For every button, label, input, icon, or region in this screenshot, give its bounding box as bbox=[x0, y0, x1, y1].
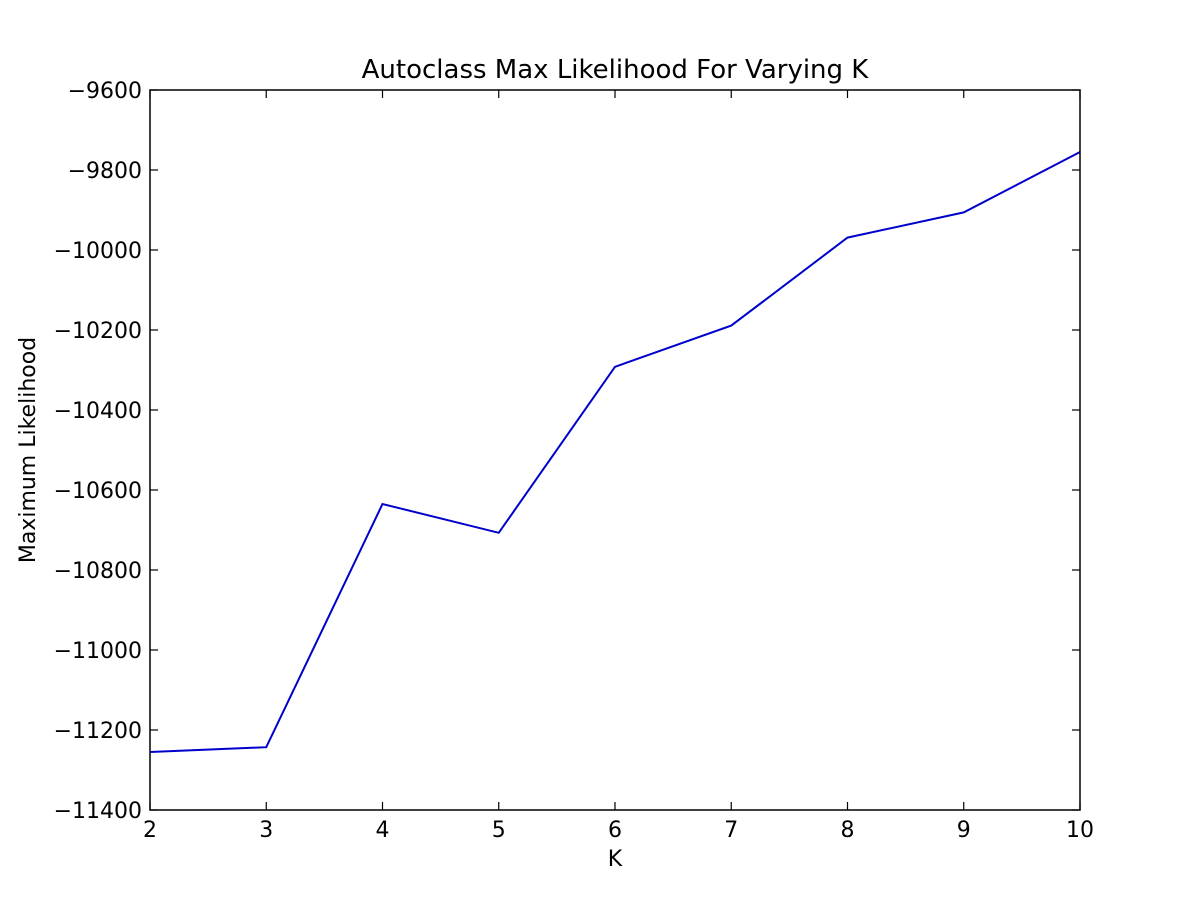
ticks-layer: 2 3 4 5 6 7 8 9 10 −11400 −11200 −11000 −10800 −10600… bbox=[54, 79, 1094, 843]
x-tick-label: 5 bbox=[492, 818, 506, 843]
series-layer bbox=[149, 151, 1081, 753]
y-tick-label: −9600 bbox=[68, 79, 142, 104]
plot-frame bbox=[149, 89, 1081, 811]
chart-title: Autoclass Max Likelihood For Varying K bbox=[362, 55, 870, 85]
y-tick-label: −10800 bbox=[54, 559, 142, 584]
x-axis-label: K bbox=[608, 847, 623, 872]
x-tick-label: 8 bbox=[841, 818, 855, 843]
y-tick-label: −11000 bbox=[54, 639, 142, 664]
x-tick-label: 10 bbox=[1066, 818, 1094, 843]
x-tick-label: 4 bbox=[376, 818, 390, 843]
x-tick-label: 7 bbox=[724, 818, 738, 843]
y-tick-label: −10200 bbox=[54, 319, 142, 344]
y-tick-label: −11200 bbox=[54, 719, 142, 744]
y-tick-label: −10000 bbox=[54, 239, 142, 264]
y-tick-label: −11400 bbox=[54, 799, 142, 824]
series-line-0 bbox=[149, 151, 1081, 753]
x-tick-label: 9 bbox=[957, 818, 971, 843]
x-tick-label: 3 bbox=[259, 818, 273, 843]
y-tick-label: −10600 bbox=[54, 479, 142, 504]
y-tick-label: −9800 bbox=[68, 159, 142, 184]
x-tick-label: 6 bbox=[608, 818, 622, 843]
y-tick-label: −10400 bbox=[54, 399, 142, 424]
x-tick-label: 2 bbox=[143, 818, 157, 843]
y-axis-label: Maximum Likelihood bbox=[16, 337, 41, 563]
